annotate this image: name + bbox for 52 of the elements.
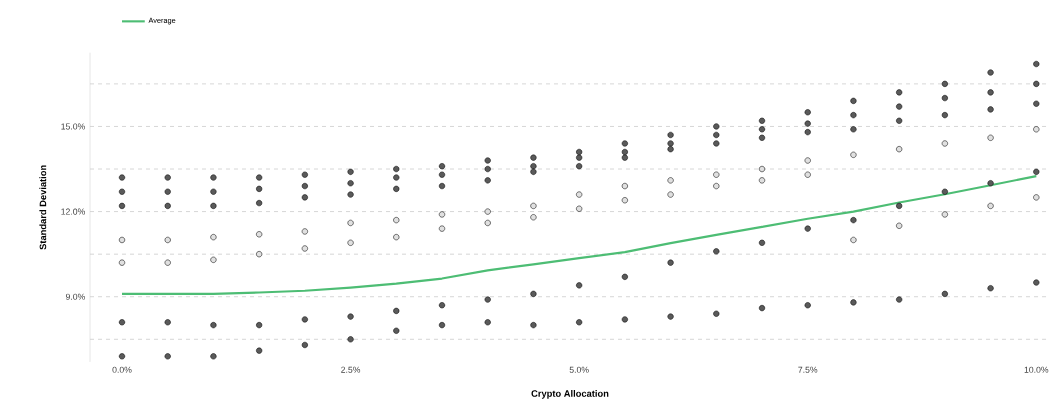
point <box>256 251 263 258</box>
point <box>118 259 126 266</box>
point <box>530 214 537 221</box>
point <box>941 140 948 147</box>
x-tick-label: 5.0% <box>569 366 589 373</box>
point <box>941 211 948 218</box>
y-axis-title: Standard Deviation <box>39 165 47 250</box>
point <box>118 236 126 244</box>
point <box>301 245 308 252</box>
point <box>210 256 217 263</box>
point <box>987 134 994 141</box>
point <box>1033 194 1040 201</box>
point <box>393 217 400 224</box>
x-axis-title: Crypto Allocation <box>531 390 609 399</box>
point <box>667 177 674 184</box>
y-tick-label: 15.0% <box>61 123 85 130</box>
point <box>713 171 720 178</box>
point <box>850 151 857 158</box>
point <box>1033 126 1040 133</box>
point <box>896 222 903 229</box>
point <box>850 236 857 244</box>
x-tick-label: 7.5% <box>798 366 818 373</box>
point <box>530 202 537 209</box>
point <box>164 259 171 266</box>
point <box>164 236 171 244</box>
point <box>484 219 491 227</box>
point <box>713 182 720 190</box>
point <box>210 234 217 241</box>
point <box>758 177 766 184</box>
point <box>347 219 354 227</box>
point <box>301 228 308 235</box>
point <box>576 205 583 212</box>
x-tick-label: 0.0% <box>112 366 132 373</box>
point <box>256 231 263 238</box>
point <box>804 171 811 178</box>
point <box>438 211 446 218</box>
x-tick-label: 10.0% <box>1024 366 1049 373</box>
point <box>621 197 628 204</box>
y-tick-label: 12.0% <box>61 208 85 215</box>
point <box>347 239 354 246</box>
point <box>484 208 491 215</box>
point <box>576 191 583 198</box>
x-tick-label: 2.5% <box>341 366 361 373</box>
y-tick-label: 9.0% <box>65 293 85 300</box>
point <box>987 202 994 209</box>
point <box>393 234 400 241</box>
point <box>896 146 903 153</box>
point <box>758 165 766 173</box>
point <box>667 191 674 198</box>
point <box>804 157 811 164</box>
point <box>438 225 446 232</box>
point <box>621 182 628 190</box>
